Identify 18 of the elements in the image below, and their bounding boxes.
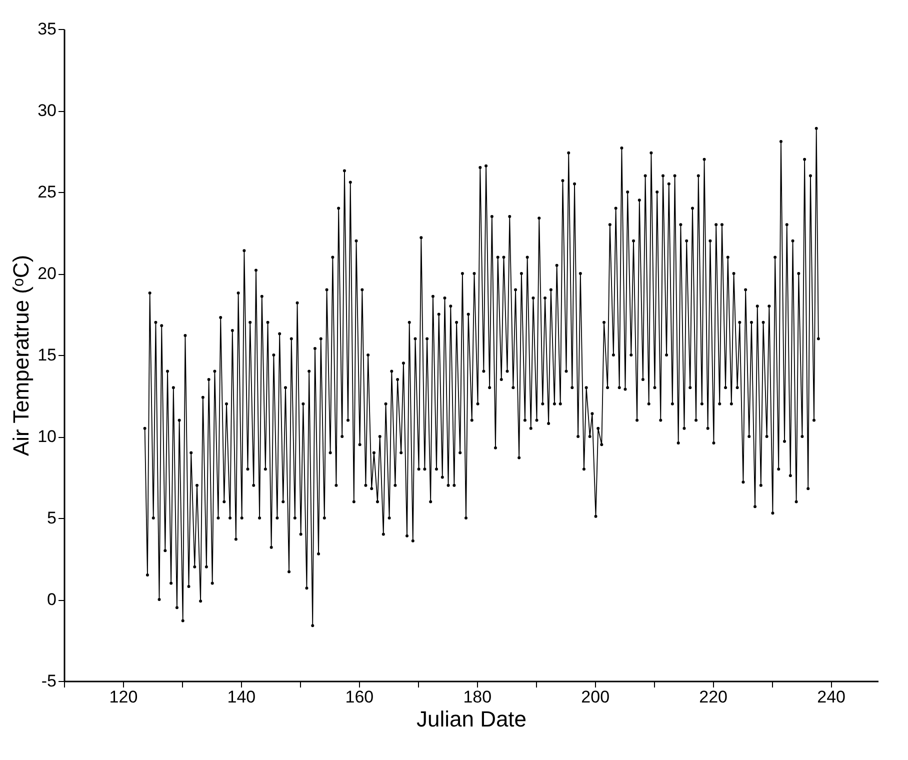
y-tick-label: 25 (38, 182, 56, 202)
x-tick-label: 140 (227, 688, 256, 706)
x-tick-label: 180 (463, 688, 492, 706)
y-tick-label: 35 (38, 20, 56, 38)
y-tick-label: 30 (38, 101, 56, 120)
x-tick-label: 200 (581, 688, 610, 706)
y-tick-label: 0 (47, 590, 56, 609)
y-tick-label: 20 (38, 264, 56, 283)
x-axis-title: Julian Date (416, 706, 527, 732)
x-tick-label: 120 (109, 688, 138, 706)
x-tick-label: 240 (817, 688, 846, 706)
y-tick-label: -5 (41, 672, 56, 690)
y-tick-label: 5 (47, 508, 56, 528)
y-axis-title: Air Temperatrue (ᵒC) (8, 254, 34, 456)
y-tick-label: 10 (38, 427, 56, 446)
x-tick-label: 220 (699, 688, 728, 706)
y-tick-label: 15 (38, 346, 56, 364)
x-tick-label: 160 (345, 688, 374, 706)
